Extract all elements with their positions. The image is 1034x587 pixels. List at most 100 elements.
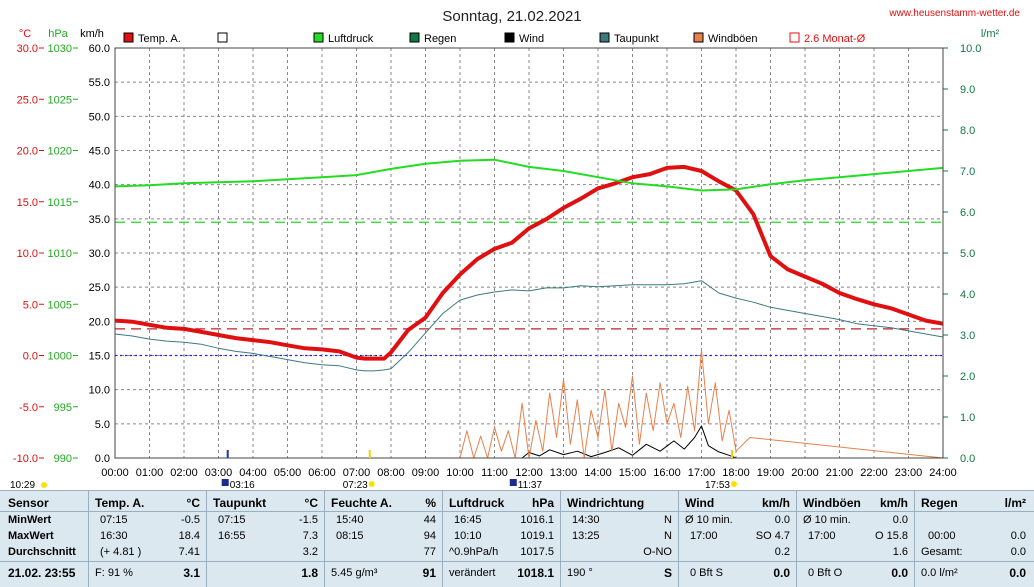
press-max: 1019.1 [520,530,554,542]
header-wind-direction: Windrichtung [567,496,645,510]
header-gusts-unit: km/h [879,496,908,510]
press-trend: ^0.9hPa/h [449,546,499,558]
wind-tick-label: 35.0 [89,214,110,226]
wind-tick-label: 5.0 [95,419,110,431]
wind-current: 0.0 [773,566,790,580]
row-label-min: MinWert [8,514,52,526]
stats-divider [560,490,561,587]
gust-max-time: 17:00 [808,530,836,542]
x-tick-label: 02:00 [170,467,198,479]
stats-divider [442,490,443,587]
stats-max-row: MaxWert 16:30 18.4 16:55 7.3 08:15 94 10… [0,528,1034,544]
temp-tick-label: 0.0 [23,351,38,363]
hum-max: 94 [423,530,436,542]
stats-header-row: Sensor Temp. A. °C Taupunkt °C Feuchte A… [0,495,1034,511]
wind-tick-label: 0.0 [95,453,110,465]
stats-divider [324,490,325,587]
x-tick-label: 11:00 [481,467,508,479]
series-group [114,158,944,459]
header-temp-unit: °C [186,496,200,510]
x-tick-label: 16:00 [653,467,681,479]
pressure-tick-label: 1005 [48,299,72,311]
wind-min: 0.0 [774,514,790,526]
sun-moon-markers: 07:23 17:53 03:16 11:37 10:29 [10,450,737,490]
website-link[interactable]: www.heusenstamm-wetter.de [888,8,1020,19]
legend-swatch [599,32,610,43]
series-line-taupunkt [114,280,944,372]
stats-divider [206,490,207,587]
rain-max-time: 00:00 [928,530,956,542]
chart-background [0,0,1034,490]
temp-tick-label: -5.0 [19,402,38,414]
dir-degrees: 190 ° [567,567,593,579]
temp-tick-label: 5.0 [23,299,38,311]
pressure-tick-label: 1020 [48,146,72,158]
header-humidity: Feuchte A. [331,496,392,510]
x-tick-label: 13:00 [550,467,578,479]
weather-chart: Sonntag, 21.02.2021 www.heusenstamm-wett… [0,0,1034,490]
legend: Temp. A. Luftdruck Regen Wind Taupunkt Windbö… [123,32,866,45]
temp-current: 3.1 [183,566,200,580]
x-tick-label: 07:00 [343,467,371,479]
header-rain-unit: l/m² [1004,496,1026,510]
series-line-luftdruck [114,158,944,192]
rain-tick-label: 0.0 [960,453,975,465]
dew-min-time: 07:15 [218,514,246,526]
rain-tick-label: 9.0 [960,84,975,96]
x-tick-label: 20:00 [791,467,819,479]
wind-tick-label: 45.0 [89,146,110,158]
temp-tick-label: -10.0 [13,453,38,465]
legend-label: Luftdruck [328,33,374,45]
wind-tick-label: 55.0 [89,77,110,89]
x-tick-label: 08:00 [377,467,405,479]
temp-tick-label: 15.0 [17,197,38,209]
legend-label: Temp. A. [138,33,181,45]
header-wind: Wind [685,496,715,510]
wind-tick-label: 40.0 [89,180,110,192]
wind-tick-label: 50.0 [89,111,110,123]
legend-swatch [313,32,324,43]
press-changed-label: verändert [449,567,496,579]
legend-swatch [217,32,228,43]
rain-tick-label: 7.0 [960,166,975,178]
header-wind-unit: km/h [761,496,790,510]
rain-tick-label: 10.0 [960,43,981,55]
series-line-windb-en [115,349,944,459]
legend-swatch [789,32,800,43]
dew-min: -1.5 [299,514,318,526]
hum-current: 91 [422,566,436,580]
header-rain: Regen [921,496,958,510]
wind-tick-label: 20.0 [89,316,110,328]
pressure-tick-label: 1015 [48,197,72,209]
wind-tick-label: 25.0 [89,282,110,294]
moon-label: 11:37 [518,480,543,490]
x-tick-label: 10:00 [446,467,474,479]
gust-min-label: Ø 10 min. [803,514,851,526]
rain-tick-label: 6.0 [960,207,975,219]
pressure-tick-label: 995 [54,402,72,414]
header-gusts: Windböen [803,496,861,510]
stats-divider [914,490,915,587]
header-sensor: Sensor [8,496,49,510]
dew-current: 1.8 [301,566,318,580]
sunrise-icon [368,481,375,487]
legend-label: Taupunkt [614,33,659,45]
temp-axis-unit: °C [19,28,31,40]
wind-axis-unit: km/h [80,28,104,40]
x-tick-label: 00:00 [101,467,129,479]
stats-avg-row: Durchschnitt (+ 4.81 ) 7.41 3.2 77 ^0.9h… [0,544,1034,560]
chart-title: Sonntag, 21.02.2021 [442,8,581,25]
legend-label: 2.6 Monat-Ø [804,33,866,45]
x-tick-label: 24:00 [929,467,957,479]
rain-axis-unit: l/m² [981,28,1000,40]
press-min: 1016.1 [520,514,554,526]
header-dew: Taupunkt [213,496,267,510]
series-line-wind [115,425,943,459]
gust-max: O 15.8 [874,530,908,542]
row-label-max: MaxWert [8,530,54,542]
stats-current-border [0,561,1034,562]
gust-min: 0.0 [892,514,908,526]
legend-label: Wind [519,33,544,45]
dir-current: S [663,566,672,580]
temp-avg: 7.41 [178,546,200,558]
